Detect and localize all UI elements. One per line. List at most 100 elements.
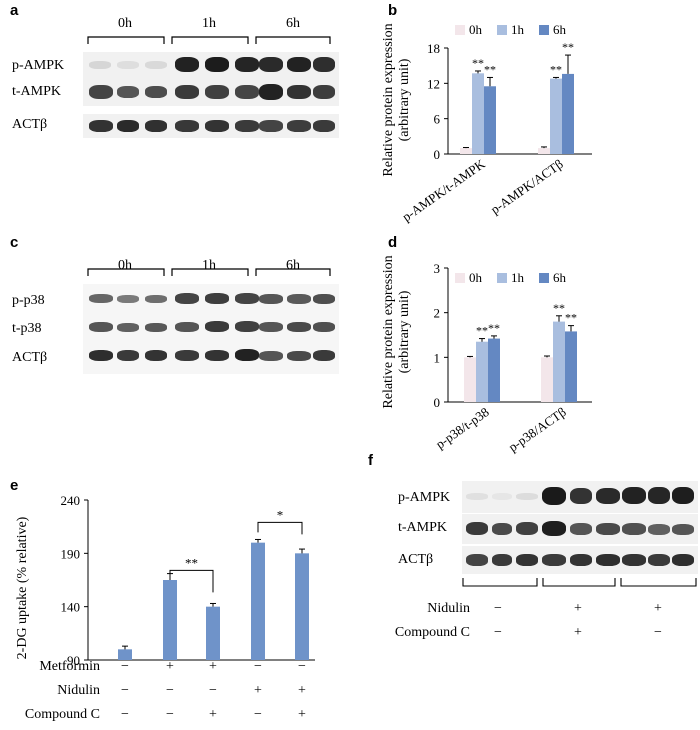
treatment-sign: + [209,707,217,722]
panel-a-blot-t-ampk [83,80,339,106]
treatment-label: Metformin [39,659,100,674]
panel-f-row-label: p-AMPK [398,490,451,505]
panel-a-timepoint-0h: 0h [118,16,132,31]
treatment-sign: − [254,707,262,722]
y-tick-label: 0 [434,395,441,410]
treatment-sign: + [574,625,582,640]
panel-b-ylabel-1: Relative protein expression [381,23,396,176]
treatment-sign: + [209,659,217,674]
treatment-sign: + [654,601,662,616]
y-tick-label: 18 [427,41,440,56]
treatment-sign: − [254,659,262,674]
bar [472,73,484,154]
treatment-sign: + [298,707,306,722]
y-tick-label: 3 [434,261,441,276]
y-tick-label: 140 [61,600,81,615]
y-tick-label: 1 [434,350,441,365]
bar [295,553,309,660]
bar [476,341,488,402]
category-label: p-p38/ACTβ [506,404,569,455]
panel-c-blot [83,284,339,374]
panel-e-letter: e [10,477,19,494]
legend-label: 1h [511,22,525,37]
panel-c-time-brackets [87,268,331,276]
panel-f-blot-t-ampk [462,514,698,544]
panel-c-row-label: t-p38 [12,321,42,336]
treatment-sign: − [494,625,502,640]
bar [460,148,472,154]
significance-bracket [169,569,214,593]
panel-c-letter: c [10,234,19,251]
panel-f-blot-actb [462,546,698,574]
treatment-sign: − [494,601,502,616]
bar [488,338,500,402]
treatment-sign: − [166,707,174,722]
bar [484,86,496,154]
legend-label: 0h [469,22,483,37]
y-tick-label: 2 [434,306,441,321]
bar [565,331,577,402]
panel-f-letter: f [368,452,373,469]
panel-a-blot-p-ampk [83,52,339,82]
panel-a-timepoint-1h: 1h [202,16,216,31]
significance-label: ** [484,62,496,76]
panel-b-letter: b [388,2,398,19]
panel-d-ylabel-1: Relative protein expression [381,255,396,408]
panel-c-row-label: p-p38 [12,293,45,308]
treatment-sign: − [121,659,129,674]
bar [118,649,132,660]
legend-swatch [455,273,465,283]
panel-a-row-label: t-AMPK [12,84,62,99]
panel-f-row-label: t-AMPK [398,520,448,535]
treatment-sign: − [121,707,129,722]
treatment-label: Nidulin [427,601,470,616]
significance-label: ** [476,324,488,338]
y-tick-label: 190 [61,546,81,561]
treatment-sign: − [209,683,217,698]
panel-d-letter: d [388,234,398,251]
bar [251,542,265,660]
panel-d-ylabel-2: (arbitrary unit) [397,290,412,373]
panel-d-chart: Relative protein expression (arbitrary u… [381,255,592,455]
panel-f-group-brackets [462,578,697,587]
significance-label: ** [550,62,562,76]
legend-swatch [539,25,549,35]
legend-swatch [497,25,507,35]
treatment-label: Nidulin [57,683,100,698]
y-tick-label: 6 [434,112,441,127]
panel-a-time-brackets [87,36,331,44]
y-tick-label: 240 [61,493,81,508]
bar [553,321,565,402]
panel-a-letter: a [10,2,19,19]
category-label: p-p38/t-p38 [433,404,492,451]
panel-c-timepoint-1h: 1h [202,258,216,273]
category-label: p-AMPK/t-AMPK [399,156,488,225]
bar [163,580,177,660]
treatment-sign: + [166,659,174,674]
legend-swatch [497,273,507,283]
treatment-sign: + [574,601,582,616]
panel-a-blot-actb [83,114,339,138]
significance-bracket [257,521,303,535]
panel-a-row-label: ACTβ [12,117,48,132]
panel-f-blot-p-ampk [462,481,698,513]
bar [206,606,220,660]
bar [541,357,553,402]
treatment-label: Compound C [24,707,100,722]
panel-a-row-label: p-AMPK [12,58,65,73]
panel-e-ylabel: 2-DG uptake (% relative) [15,516,30,659]
y-tick-label: 90 [67,653,80,668]
significance-label: ** [553,301,565,315]
treatment-sign: − [166,683,174,698]
category-label: p-AMPK/ACTβ [488,156,566,217]
significance-label: ** [562,40,574,54]
legend-label: 6h [553,270,567,285]
panel-b-chart: Relative protein expression (arbitrary u… [381,22,592,225]
treatment-sign: − [298,659,306,674]
significance-label: * [277,507,284,522]
y-tick-label: 12 [427,76,440,91]
panel-c-timepoint-6h: 6h [286,258,300,273]
